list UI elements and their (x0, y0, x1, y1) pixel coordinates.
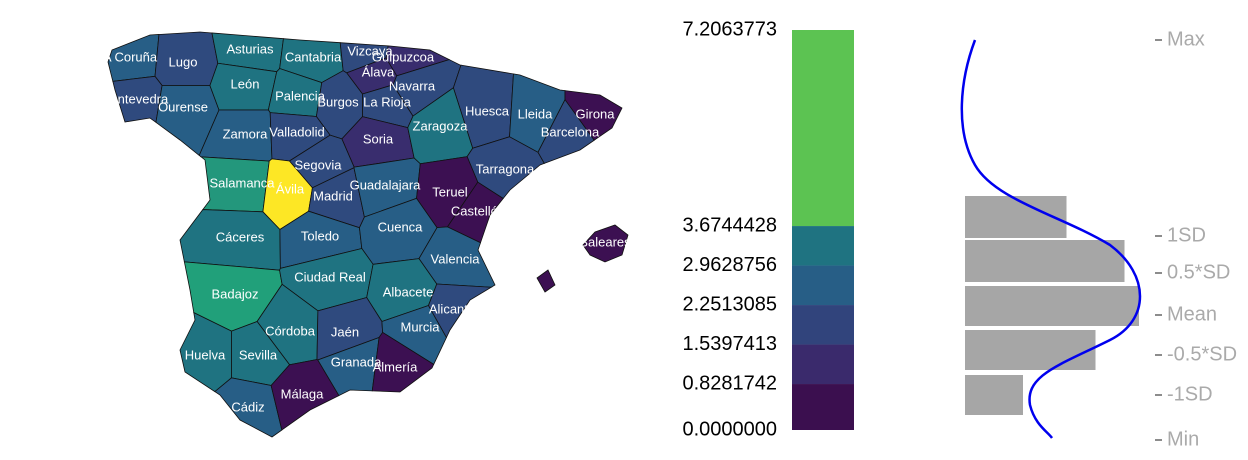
stat-label: Mean (1167, 303, 1217, 325)
legend-label: 7.2063773 (682, 18, 777, 40)
province-label: Zamora (223, 126, 269, 141)
province-label: Navarra (389, 78, 436, 93)
histogram-bar (965, 330, 1096, 370)
histogram-bar (965, 375, 1023, 415)
province-label: Cádiz (231, 399, 264, 414)
island (536, 269, 556, 293)
province-label: Álava (362, 64, 395, 79)
province-label: Alicante (429, 301, 475, 316)
province-label: Segovia (295, 157, 343, 172)
province-label: Salamanca (209, 175, 275, 190)
island (582, 224, 629, 263)
legend-class (792, 384, 854, 430)
legend-label: 0.8281742 (682, 372, 777, 394)
legend-class (792, 30, 854, 227)
map: A Coruña Lugo Asturias Cantabria VizcayaGulp… (102, 31, 631, 438)
province-label: Lugo (169, 54, 198, 69)
province-label: Cantabria (285, 49, 342, 64)
stat-label: Max (1167, 28, 1205, 50)
province-label: Soria (363, 131, 394, 146)
province (381, 305, 447, 365)
province-label: Ciudad Real (294, 269, 366, 284)
province (112, 75, 163, 124)
province-label: Barcelona (541, 124, 600, 139)
legend-class (792, 305, 854, 345)
province-label: Zaragoza (413, 118, 469, 133)
province-label: A Coruña (103, 49, 158, 64)
province-label: Tarragona (476, 161, 535, 176)
province-label: Asturias (227, 41, 274, 56)
province-label: Córdoba (265, 323, 316, 338)
province-label: Sevilla (239, 347, 278, 362)
province (371, 331, 435, 393)
histogram-bar (965, 286, 1139, 326)
province-label: Baleares (579, 234, 631, 249)
province-label: Valladolid (269, 124, 324, 139)
province-label: Granada (331, 354, 382, 369)
province-label: Cuenca (378, 219, 424, 234)
province-label: Madrid (313, 188, 353, 203)
province-label: Castellón (451, 203, 505, 218)
stat-label: 1SD (1167, 224, 1206, 246)
legend-label: 3.6744428 (682, 214, 777, 236)
legend-label: 1.5397413 (682, 333, 777, 355)
province-label: Vizcaya (347, 43, 393, 58)
stat-label: 0.5*SD (1167, 261, 1230, 283)
province-label: Huesca (465, 103, 510, 118)
province-label: Girona (575, 106, 615, 121)
province-label: Teruel (432, 184, 468, 199)
province-label: Ourense (158, 99, 208, 114)
province-label: Huelva (185, 347, 226, 362)
histogram-bar (965, 196, 1067, 238)
province-label: Albacete (383, 284, 434, 299)
province-label: Murcia (400, 319, 440, 334)
province-label: Málaga (281, 386, 324, 401)
province-label: Lleida (518, 106, 553, 121)
province-label: Toledo (301, 228, 339, 243)
histogram-bar (965, 240, 1125, 282)
province (214, 377, 283, 438)
province-label: Ávila (276, 181, 305, 196)
province-label: Gulpuzcoa (372, 49, 435, 64)
legend-class (792, 226, 854, 266)
province-label: Almería (373, 359, 419, 374)
legend-label: 2.9628756 (682, 254, 777, 276)
stat-label: Min (1167, 428, 1199, 450)
legend: 0.0000000 0.8281742 1.5397413 2.2513085 2.96… (682, 18, 854, 440)
legend-class (792, 344, 854, 385)
province-label: Jaén (331, 324, 359, 339)
legend-label: 0.0000000 (682, 418, 777, 440)
province-label: Palencia (275, 88, 326, 103)
legend-label: 2.2513085 (682, 293, 777, 315)
density-curve (960, 39, 1142, 439)
province-label: Pontevedra (102, 91, 169, 106)
province-label: León (231, 76, 260, 91)
province-label: Burgos (317, 94, 359, 109)
histogram: Max 1SD 0.5*SD Mean -0.5*SD -1SD Min (965, 28, 1237, 450)
province-label: Valencia (431, 251, 481, 266)
province-label: Cáceres (216, 229, 265, 244)
province (270, 359, 340, 431)
province-label: La Rioja (363, 94, 411, 109)
legend-class (792, 265, 854, 306)
stat-label: -0.5*SD (1167, 343, 1237, 365)
province-label: Guadalajara (350, 177, 422, 192)
stat-label: -1SD (1167, 383, 1213, 405)
province-label: Badajoz (212, 286, 259, 301)
